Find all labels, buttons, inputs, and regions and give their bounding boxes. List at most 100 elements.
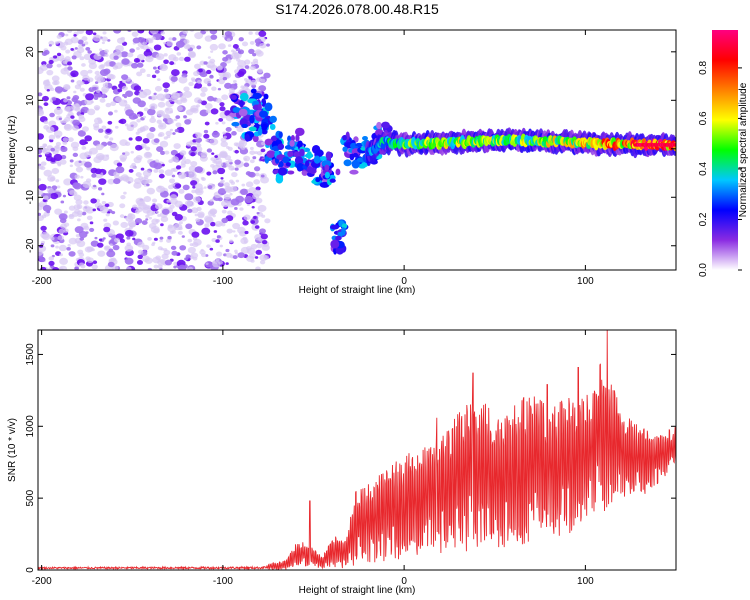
- noise-speckle: [137, 254, 144, 260]
- noise-speckle: [80, 69, 89, 77]
- noise-speckle: [220, 177, 224, 180]
- noise-speckle: [148, 222, 157, 230]
- noise-speckle: [38, 92, 43, 97]
- noise-speckle: [174, 214, 183, 221]
- noise-speckle: [200, 151, 208, 158]
- noise-speckle: [130, 150, 134, 154]
- noise-speckle: [77, 213, 83, 218]
- colorbar-tick-label: 0.2: [698, 212, 709, 226]
- noise-speckle: [167, 235, 172, 240]
- noise-speckle: [162, 113, 170, 119]
- noise-speckle: [91, 173, 97, 178]
- noise-speckle: [240, 145, 246, 150]
- noise-speckle: [245, 181, 254, 188]
- noise-speckle: [85, 93, 95, 101]
- noise-speckle: [222, 50, 228, 55]
- noise-speckle: [105, 102, 112, 108]
- noise-speckle: [206, 244, 211, 248]
- noise-speckle: [84, 135, 92, 142]
- noise-speckle: [141, 220, 148, 226]
- noise-speckle: [136, 71, 143, 77]
- noise-speckle: [74, 174, 80, 179]
- noise-speckle: [58, 213, 68, 221]
- noise-speckle: [62, 119, 68, 124]
- noise-speckle: [189, 243, 194, 247]
- noise-speckle: [87, 50, 92, 54]
- noise-speckle: [70, 115, 75, 119]
- noise-speckle: [68, 251, 76, 257]
- noise-speckle: [244, 65, 250, 69]
- noise-speckle: [254, 38, 262, 44]
- noise-speckle: [157, 78, 161, 82]
- noise-speckle: [153, 228, 160, 234]
- noise-speckle: [175, 183, 182, 189]
- noise-speckle: [101, 36, 108, 42]
- noise-speckle: [184, 257, 188, 261]
- noise-speckle: [59, 253, 64, 257]
- noise-speckle: [153, 162, 163, 170]
- noise-speckle: [184, 200, 193, 207]
- noise-speckle: [140, 167, 145, 171]
- noise-speckle: [60, 45, 67, 51]
- noise-speckle: [237, 49, 245, 55]
- noise-speckle: [68, 214, 75, 220]
- noise-speckle: [119, 139, 128, 147]
- noise-speckle: [159, 259, 167, 265]
- noise-speckle: [82, 180, 92, 188]
- snr-panel: -200 -100 0 100 0 500 1000 1500 Height of stra…: [7, 329, 677, 596]
- noise-speckle: [203, 129, 209, 134]
- noise-speckle: [43, 102, 49, 107]
- noise-speckle: [57, 235, 64, 241]
- noise-speckle: [255, 172, 260, 177]
- noise-speckle: [207, 200, 215, 206]
- noise-speckle: [136, 260, 144, 265]
- noise-speckle: [121, 58, 130, 65]
- noise-speckle: [215, 98, 222, 103]
- noise-speckle: [60, 223, 67, 229]
- noise-speckle: [194, 63, 201, 70]
- noise-speckle: [249, 146, 254, 151]
- noise-speckle: [137, 241, 145, 248]
- noise-speckle: [71, 125, 79, 131]
- transition-blob: [285, 162, 291, 167]
- noise-speckle: [191, 231, 200, 238]
- noise-speckle: [133, 58, 140, 63]
- noise-speckle: [38, 250, 43, 256]
- noise-speckle: [226, 228, 233, 234]
- noise-speckle: [72, 119, 80, 126]
- noise-speckle: [131, 162, 136, 167]
- transition-blob: [261, 98, 267, 107]
- noise-speckle: [170, 167, 176, 172]
- noise-speckle: [61, 155, 67, 160]
- noise-speckle: [260, 176, 270, 184]
- snr-x-axis-label: Height of straight line (km): [299, 585, 416, 596]
- noise-speckle: [218, 117, 224, 122]
- noise-speckle: [206, 171, 212, 176]
- noise-speckle: [181, 235, 185, 238]
- noise-speckle: [114, 125, 119, 129]
- noise-speckle: [244, 157, 248, 161]
- noise-speckle: [164, 259, 172, 266]
- noise-speckle: [220, 61, 227, 68]
- noise-speckle: [137, 100, 146, 108]
- noise-speckle: [194, 166, 203, 173]
- noise-speckle: [256, 243, 263, 249]
- noise-speckle: [166, 238, 172, 243]
- transition-blob: [349, 169, 359, 175]
- noise-speckle: [221, 94, 229, 101]
- noise-speckle: [225, 186, 233, 193]
- noise-speckle: [163, 59, 169, 64]
- noise-speckle: [73, 90, 77, 94]
- noise-speckle: [246, 246, 252, 251]
- noise-speckle: [148, 96, 153, 100]
- noise-speckle: [230, 198, 240, 206]
- noise-speckle: [74, 209, 81, 214]
- noise-speckle: [48, 260, 55, 266]
- noise-speckle: [149, 30, 159, 35]
- noise-speckle: [153, 92, 157, 96]
- transition-blob: [315, 149, 324, 157]
- noise-speckle: [234, 207, 238, 210]
- noise-speckle: [128, 168, 134, 173]
- noise-speckle: [101, 192, 105, 196]
- noise-speckle: [159, 140, 169, 148]
